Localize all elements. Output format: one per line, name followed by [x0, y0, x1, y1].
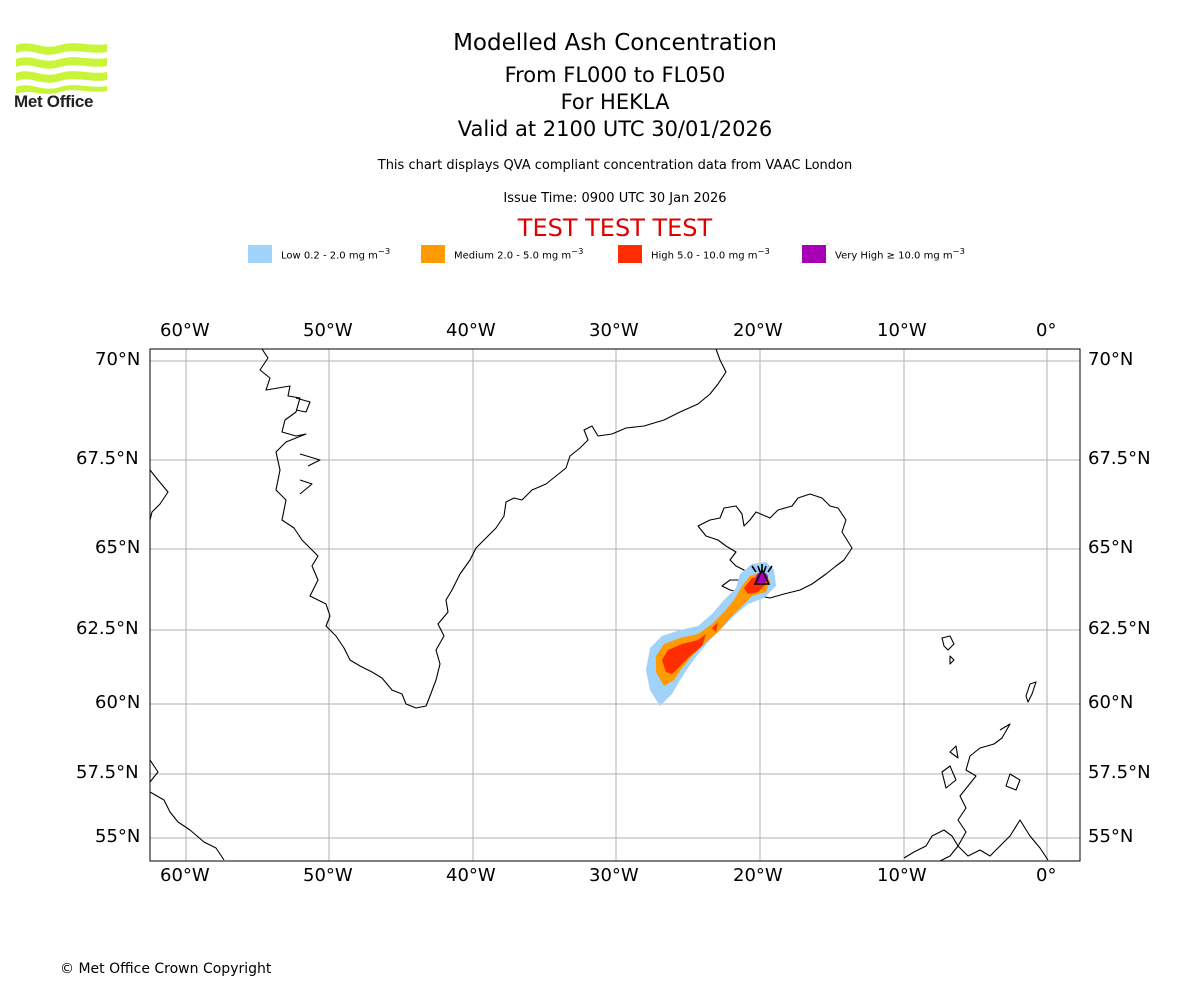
logo-text: Met Office	[14, 92, 94, 111]
coastline-shetland	[1025, 681, 1037, 703]
ash-plume	[646, 562, 776, 706]
flight-level-range: From FL000 to FL050	[504, 63, 726, 87]
valid-time: Valid at 2100 UTC 30/01/2026	[457, 117, 773, 141]
legend-item-very-high: Very High ≥ 10.0 mg m−3	[802, 244, 965, 264]
test-banner: TEST TEST TEST	[517, 214, 713, 242]
lon-tick-bottom: 50°W	[303, 865, 353, 886]
lon-tick-bottom: 40°W	[446, 865, 496, 886]
volcano-icon	[751, 564, 773, 585]
coastline-iceland	[697, 493, 853, 599]
lat-tick-left: 70°N	[95, 349, 141, 370]
legend-item-medium: Medium 2.0 - 5.0 mg m−3	[421, 244, 583, 264]
legend-item-high: High 5.0 - 10.0 mg m−3	[618, 244, 770, 264]
lat-tick-left: 57.5°N	[76, 762, 139, 783]
legend-item-low: Low 0.2 - 2.0 mg m−3	[248, 244, 390, 264]
lon-tick-bottom: 30°W	[589, 865, 639, 886]
coastline-greenland	[259, 349, 727, 709]
legend-label-high: High 5.0 - 10.0 mg m−3	[651, 246, 770, 262]
lon-tick-bottom: 60°W	[160, 865, 210, 886]
lat-tick-left: 60°N	[95, 692, 141, 713]
legend-label-very-high: Very High ≥ 10.0 mg m−3	[835, 246, 965, 262]
lat-tick-right: 67.5°N	[1088, 448, 1151, 469]
lon-tick-top: 40°W	[446, 320, 496, 341]
lat-tick-left: 55°N	[95, 826, 141, 847]
legend-label-medium: Medium 2.0 - 5.0 mg m−3	[454, 246, 584, 262]
chart-description: This chart displays QVA compliant concen…	[377, 158, 853, 173]
coastline-canada	[150, 469, 169, 521]
copyright-notice: © Met Office Crown Copyright	[60, 961, 272, 977]
coastline-scotland	[957, 723, 1049, 861]
lat-tick-right: 57.5°N	[1088, 762, 1151, 783]
legend-label-low: Low 0.2 - 2.0 mg m−3	[281, 246, 391, 262]
coastlines	[150, 349, 1049, 861]
legend-swatch-high	[618, 245, 642, 263]
lat-tick-right: 55°N	[1088, 826, 1134, 847]
graticule	[150, 349, 1080, 861]
lat-tick-right: 60°N	[1088, 692, 1134, 713]
chart-title: Modelled Ash Concentration	[453, 30, 777, 56]
lon-tick-top: 10°W	[877, 320, 927, 341]
lon-tick-top: 60°W	[160, 320, 210, 341]
ash-high-area	[662, 634, 706, 674]
legend-swatch-medium	[421, 245, 445, 263]
map-frame	[149, 348, 1081, 862]
lat-tick-right: 65°N	[1088, 537, 1134, 558]
map-frame-background	[150, 349, 1080, 861]
legend-swatch-low	[248, 245, 272, 263]
met-office-logo-icon	[16, 43, 107, 94]
volcano-name: For HEKLA	[560, 90, 670, 114]
coastline-ireland	[903, 829, 959, 861]
lon-tick-top: 20°W	[733, 320, 783, 341]
lon-tick-bottom: 0°	[1036, 865, 1057, 886]
lat-tick-left: 67.5°N	[76, 448, 139, 469]
lat-tick-left: 65°N	[95, 537, 141, 558]
lat-tick-left: 62.5°N	[76, 618, 139, 639]
lon-tick-top: 0°	[1036, 320, 1057, 341]
lon-tick-top: 50°W	[303, 320, 353, 341]
coastline-faroes	[941, 635, 955, 651]
legend-swatch-very-high	[802, 245, 826, 263]
lat-tick-right: 62.5°N	[1088, 618, 1151, 639]
lat-tick-right: 70°N	[1088, 349, 1134, 370]
issue-time: Issue Time: 0900 UTC 30 Jan 2026	[503, 191, 727, 206]
lon-tick-top: 30°W	[589, 320, 639, 341]
lon-tick-bottom: 10°W	[877, 865, 927, 886]
lon-tick-bottom: 20°W	[733, 865, 783, 886]
